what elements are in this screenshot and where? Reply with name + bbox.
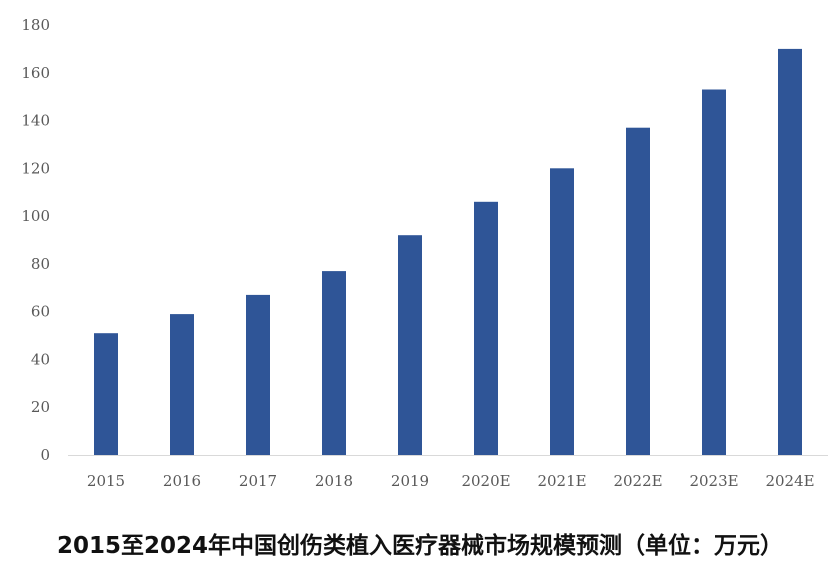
bar-2019	[398, 235, 422, 455]
bars	[94, 48, 802, 456]
bar-2015	[94, 333, 118, 455]
bar-2023E	[702, 89, 726, 455]
chart-title: 2015至2024年中国创伤类植入医疗器械市场规模预测（单位：万元）	[56, 533, 784, 559]
x-tick-label: 2022E	[613, 472, 662, 490]
y-tick-label: 60	[31, 303, 50, 321]
y-tick-label: 20	[31, 398, 50, 416]
x-tick-label: 2015	[87, 472, 125, 490]
x-tick-label: 2016	[163, 472, 201, 490]
y-tick-label: 180	[21, 16, 50, 34]
x-tick-label: 2023E	[689, 472, 738, 490]
bar-2021E	[550, 168, 574, 456]
y-tick-label: 160	[21, 64, 50, 82]
x-tick-label: 2017	[239, 472, 277, 490]
x-axis-ticks: 2015 2016 2017 2018 2019 2020E 2021E 2022E 2023E…	[87, 472, 815, 490]
bar-2016	[170, 314, 194, 455]
x-tick-label: 2019	[391, 472, 429, 490]
bar-2018	[322, 271, 346, 455]
y-tick-label: 100	[21, 207, 50, 225]
y-tick-label: 0	[40, 446, 50, 464]
x-tick-label: 2018	[315, 472, 353, 490]
bar-2024E	[778, 48, 802, 456]
bar-2017	[246, 294, 270, 455]
y-tick-label: 80	[31, 255, 50, 273]
y-tick-label: 40	[31, 350, 50, 368]
y-axis-ticks: 0 20 40 60 80 100 120 140 160 180	[21, 16, 50, 464]
bar-2020E	[474, 201, 498, 455]
x-tick-label: 2020E	[461, 472, 510, 490]
bar-2022E	[626, 127, 650, 455]
y-tick-label: 120	[21, 159, 50, 177]
x-tick-label: 2021E	[537, 472, 586, 490]
y-tick-label: 140	[21, 112, 50, 130]
x-tick-label: 2024E	[765, 472, 814, 490]
